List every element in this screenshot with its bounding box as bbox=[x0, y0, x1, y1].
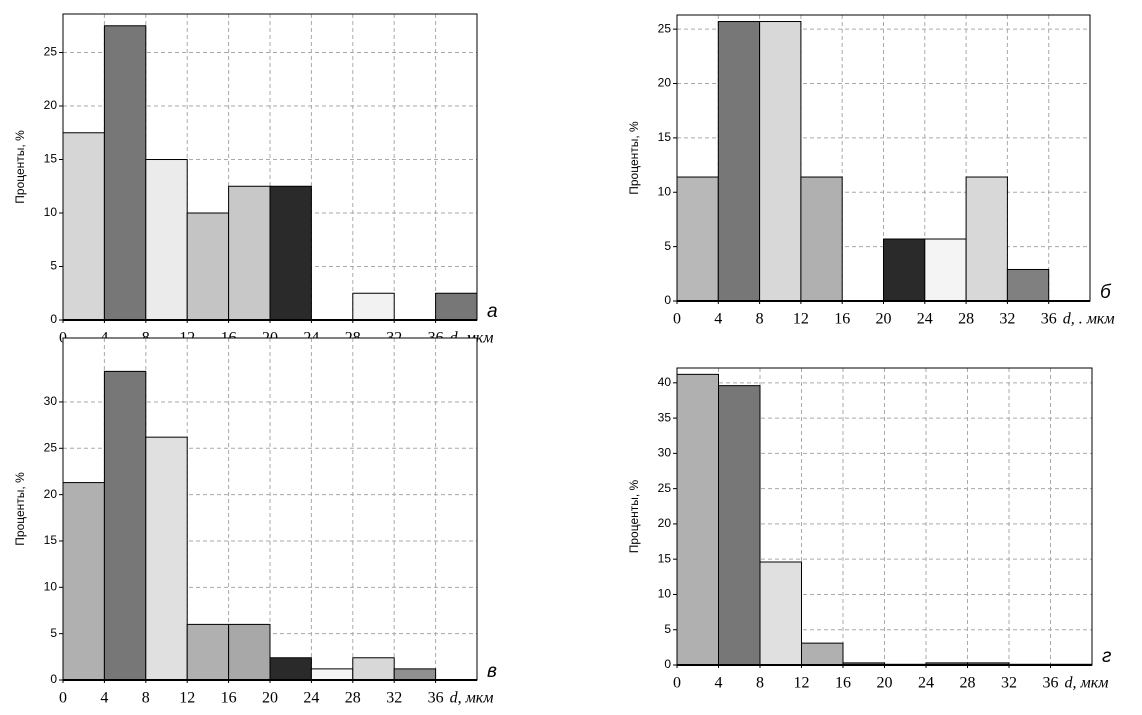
x-axis-label: d, мкм bbox=[1065, 675, 1109, 692]
x-tick-label: 32 bbox=[386, 690, 402, 707]
panel-label: а bbox=[487, 301, 498, 322]
histogram-bar bbox=[718, 385, 761, 666]
histogram-bar bbox=[103, 25, 147, 321]
histogram-bar bbox=[676, 176, 719, 302]
x-tick-label: 0 bbox=[673, 311, 681, 328]
x-tick-label: 20 bbox=[262, 690, 278, 707]
histogram-bar bbox=[269, 185, 312, 321]
x-tick-label: 12 bbox=[179, 690, 195, 707]
y-tick-label: 15 bbox=[44, 533, 58, 547]
histogram-bar bbox=[186, 212, 230, 321]
y-tick-label: 15 bbox=[658, 551, 672, 565]
y-tick-label: 5 bbox=[664, 622, 671, 636]
x-tick-label: 20 bbox=[877, 675, 893, 692]
y-axis-label: Проценты, % bbox=[13, 472, 27, 546]
histogram-bar bbox=[801, 642, 844, 666]
x-tick-label: 24 bbox=[917, 311, 933, 328]
x-tick-label: 4 bbox=[714, 311, 722, 328]
y-tick-label: 0 bbox=[664, 657, 671, 671]
histogram-bar bbox=[676, 373, 719, 666]
panel-label: в bbox=[487, 661, 497, 682]
x-tick-label: 8 bbox=[756, 311, 764, 328]
x-tick-label: 12 bbox=[794, 675, 810, 692]
y-tick-label: 25 bbox=[658, 481, 672, 495]
x-tick-label: 16 bbox=[834, 311, 850, 328]
x-tick-label: 36 bbox=[1043, 675, 1059, 692]
histogram-bar bbox=[145, 159, 188, 321]
panel-label: г bbox=[1102, 646, 1111, 667]
x-tick-label: 16 bbox=[835, 675, 851, 692]
y-tick-label: 10 bbox=[658, 587, 672, 601]
histogram-bar bbox=[352, 292, 395, 321]
histogram-bar bbox=[186, 623, 230, 681]
y-tick-label: 25 bbox=[658, 21, 672, 35]
y-tick-label: 15 bbox=[658, 130, 672, 144]
histogram-bar bbox=[352, 657, 395, 681]
x-tick-label: 12 bbox=[793, 311, 809, 328]
panel-label: б bbox=[1100, 282, 1112, 303]
x-tick-label: 28 bbox=[960, 675, 976, 692]
histogram-bar bbox=[310, 668, 354, 681]
histogram-bar bbox=[62, 482, 105, 681]
y-tick-label: 0 bbox=[50, 312, 57, 326]
x-tick-label: 32 bbox=[1001, 675, 1017, 692]
histogram-bar bbox=[759, 561, 802, 666]
histogram-bar bbox=[145, 436, 188, 681]
x-tick-label: 4 bbox=[100, 690, 108, 707]
x-tick-label: 28 bbox=[345, 690, 361, 707]
y-tick-label: 10 bbox=[44, 205, 58, 219]
x-tick-label: 24 bbox=[918, 675, 934, 692]
x-tick-label: 28 bbox=[958, 311, 974, 328]
x-tick-label: 4 bbox=[715, 675, 723, 692]
x-tick-label: 32 bbox=[999, 311, 1015, 328]
histogram-bar bbox=[62, 132, 105, 321]
histogram-bar bbox=[965, 176, 1008, 302]
histogram-bar bbox=[883, 238, 926, 302]
histogram-bar bbox=[228, 623, 271, 681]
y-tick-label: 10 bbox=[44, 579, 58, 593]
histogram-bar bbox=[103, 370, 147, 681]
histogram-bar bbox=[717, 21, 761, 302]
x-tick-label: 24 bbox=[303, 690, 319, 707]
histogram-bar bbox=[435, 292, 478, 321]
x-tick-label: 0 bbox=[673, 675, 681, 692]
x-tick-label: 8 bbox=[142, 690, 150, 707]
y-tick-label: 35 bbox=[658, 410, 672, 424]
x-tick-label: 36 bbox=[1041, 311, 1057, 328]
y-tick-label: 5 bbox=[50, 259, 57, 273]
y-tick-label: 10 bbox=[658, 184, 672, 198]
histogram-bar bbox=[269, 657, 312, 681]
x-tick-label: 36 bbox=[428, 690, 444, 707]
y-tick-label: 20 bbox=[658, 76, 672, 90]
y-tick-label: 5 bbox=[664, 239, 671, 253]
histogram-bar bbox=[1006, 268, 1050, 302]
y-axis-label: Проценты, % bbox=[627, 479, 641, 553]
histogram-bar bbox=[800, 176, 843, 302]
x-tick-label: 0 bbox=[59, 690, 67, 707]
histogram-bar bbox=[393, 668, 437, 681]
histogram-bar bbox=[924, 238, 967, 302]
histogram-bar bbox=[759, 21, 802, 302]
y-tick-label: 20 bbox=[658, 516, 672, 530]
x-axis-label: d, мкм bbox=[450, 690, 494, 707]
y-tick-label: 20 bbox=[44, 487, 58, 501]
y-tick-label: 5 bbox=[50, 626, 57, 640]
y-tick-label: 40 bbox=[658, 375, 672, 389]
y-tick-label: 0 bbox=[50, 672, 57, 686]
x-tick-label: 20 bbox=[876, 311, 892, 328]
y-tick-label: 30 bbox=[44, 394, 58, 408]
y-tick-label: 25 bbox=[44, 45, 58, 59]
x-tick-label: 16 bbox=[221, 690, 237, 707]
y-tick-label: 25 bbox=[44, 440, 58, 454]
y-axis-label: Проценты, % bbox=[13, 130, 27, 204]
y-axis-label: Проценты, % bbox=[627, 121, 641, 195]
y-tick-label: 30 bbox=[658, 446, 672, 460]
y-tick-label: 20 bbox=[44, 98, 58, 112]
x-axis-label: d, . мкм bbox=[1063, 311, 1115, 328]
y-tick-label: 0 bbox=[664, 293, 671, 307]
histogram-bar bbox=[228, 185, 271, 321]
x-tick-label: 8 bbox=[756, 675, 764, 692]
y-tick-label: 15 bbox=[44, 152, 58, 166]
